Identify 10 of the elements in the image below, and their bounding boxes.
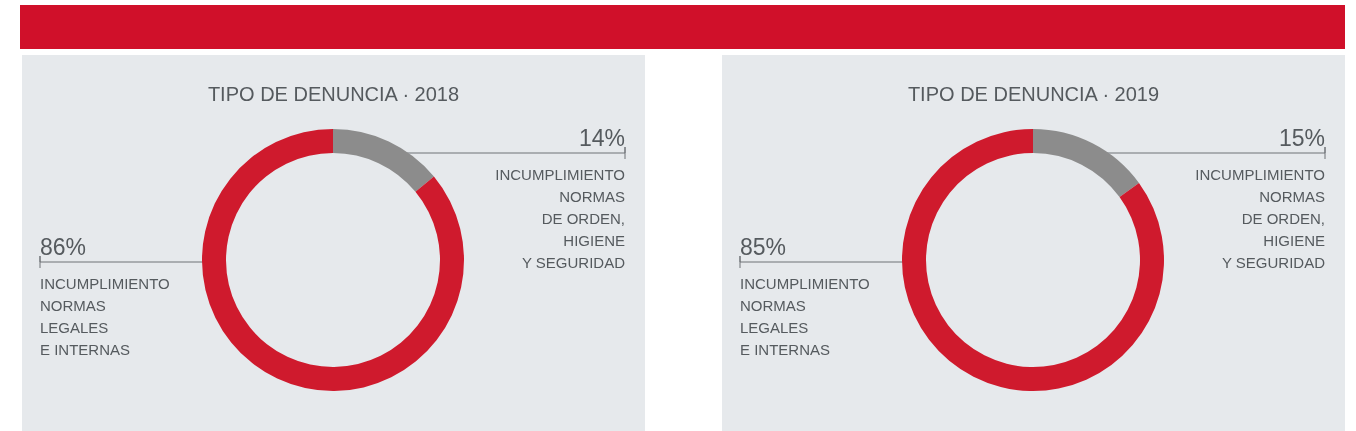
data-label: 15% xyxy=(1278,125,1325,151)
slice-label: INCUMPLIMIENTO NORMAS DE ORDEN, HIGIENE Y SEGURIDAD xyxy=(495,165,626,271)
data-label: 14% xyxy=(578,125,625,151)
slice-label: INCUMPLIMIENTO NORMAS LEGALES E INTERNAS xyxy=(40,274,170,358)
chart-title: TIPO DE DENUNCIA · 2018 xyxy=(207,83,460,105)
slice-label: INCUMPLIMIENTO NORMAS DE ORDEN, HIGIENE Y SEGURIDAD xyxy=(1195,165,1326,271)
chart-title: TIPO DE DENUNCIA · 2019 xyxy=(907,83,1160,105)
slice-label: INCUMPLIMIENTO NORMAS LEGALES E INTERNAS xyxy=(740,274,870,358)
data-label: 85% xyxy=(740,234,787,260)
data-label: 86% xyxy=(40,234,87,260)
